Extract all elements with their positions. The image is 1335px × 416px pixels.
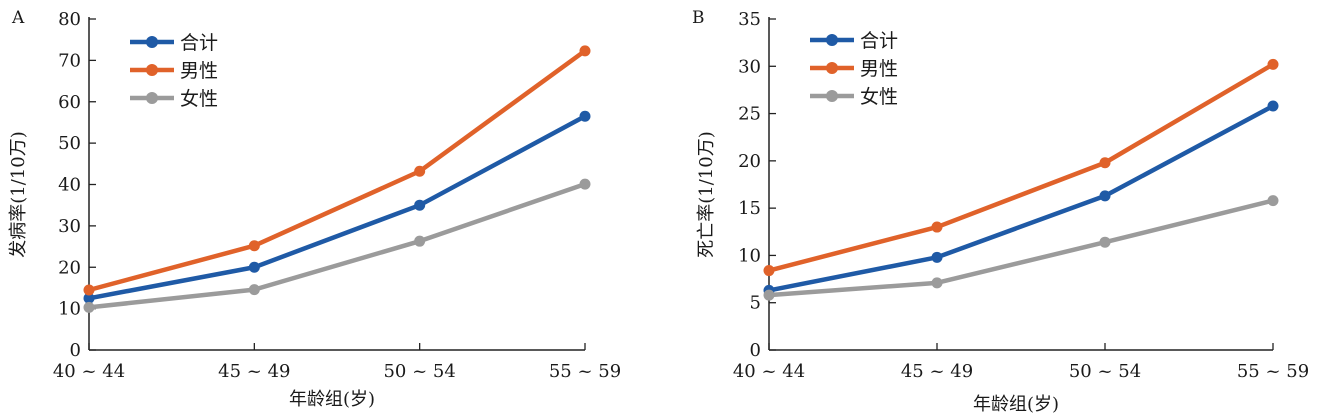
data-point — [763, 289, 775, 301]
data-point — [1099, 157, 1111, 169]
y-tick-label: 0 — [70, 340, 81, 361]
data-point — [1267, 58, 1279, 70]
data-point — [579, 45, 591, 57]
x-axis-title: 年龄组(岁) — [289, 389, 375, 410]
x-axis-title: 年龄组(岁) — [973, 394, 1059, 415]
data-point — [83, 301, 95, 313]
chart-panel-a: A 0 10 20 30 40 50 60 70 80 40 ~ 44 45 ~ 49 50 ~ 54 5… — [8, 8, 621, 410]
y-tick-label: 25 — [738, 104, 761, 125]
y-axis-title: 发病率(1/10万) — [8, 131, 29, 257]
x-tick-label: 55 ~ 59 — [549, 361, 621, 382]
series-line — [86, 48, 588, 293]
y-tick-label: 80 — [58, 9, 81, 30]
legend-swatch-marker — [826, 62, 838, 74]
data-point — [1267, 100, 1279, 112]
data-point — [248, 284, 260, 296]
legend-swatch-marker — [146, 92, 158, 104]
y-tick-label: 10 — [738, 245, 761, 266]
x-tick-label: 45 ~ 49 — [901, 361, 973, 382]
data-point — [763, 265, 775, 277]
series-line — [766, 103, 1276, 293]
legend-label: 女性 — [180, 88, 218, 110]
data-point — [931, 221, 943, 233]
data-point — [414, 199, 426, 211]
x-tick-label: 50 ~ 54 — [1069, 361, 1141, 382]
data-point — [414, 235, 426, 247]
x-tick-label: 40 ~ 44 — [53, 361, 125, 382]
data-point — [931, 251, 943, 263]
y-tick-label: 60 — [58, 92, 81, 113]
series-line — [766, 198, 1276, 298]
y-tick-label: 30 — [58, 216, 81, 237]
series-line — [86, 181, 588, 310]
y-tick-label: 35 — [738, 9, 761, 30]
legend-label: 男性 — [860, 58, 898, 80]
y-tick-label: 40 — [58, 175, 81, 196]
legend-label: 合计 — [860, 30, 898, 52]
data-point — [248, 240, 260, 252]
y-axis-title: 死亡率(1/10万) — [696, 131, 717, 257]
legend-label: 合计 — [180, 32, 218, 54]
x-tick-label: 50 ~ 54 — [383, 361, 455, 382]
data-point — [1267, 195, 1279, 207]
y-tick-label: 10 — [58, 299, 81, 320]
y-tick-label: 5 — [750, 293, 761, 314]
data-point — [248, 261, 260, 273]
data-point — [579, 178, 591, 190]
legend-swatch-marker — [826, 90, 838, 102]
legend-swatch-marker — [146, 64, 158, 76]
data-point — [83, 284, 95, 296]
series-line — [86, 113, 588, 301]
data-point — [579, 110, 591, 122]
chart-panel-b: B 0 5 10 15 20 25 30 35 40 ~ 44 45 ~ 49 50 ~ 54 55 ~… — [692, 8, 1309, 415]
y-tick-label: 50 — [58, 133, 81, 154]
panel-label: A — [11, 8, 25, 28]
panel-label: B — [692, 8, 705, 28]
y-tick-label: 30 — [738, 56, 761, 77]
y-tick-label: 20 — [738, 151, 761, 172]
y-tick-label: 70 — [58, 50, 81, 71]
data-point — [1099, 190, 1111, 202]
data-point — [1099, 236, 1111, 248]
data-point — [83, 292, 95, 304]
legend-label: 男性 — [180, 60, 218, 82]
legend-label: 女性 — [860, 86, 898, 108]
legend-swatch-marker — [826, 34, 838, 46]
y-tick-label: 20 — [58, 257, 81, 278]
x-tick-label: 45 ~ 49 — [218, 361, 290, 382]
x-tick-label: 40 ~ 44 — [733, 361, 805, 382]
y-tick-label: 15 — [738, 198, 761, 219]
x-tick-label: 55 ~ 59 — [1237, 361, 1309, 382]
series-line — [766, 62, 1276, 273]
data-point — [931, 277, 943, 289]
data-point — [414, 165, 426, 177]
y-tick-label: 0 — [750, 340, 761, 361]
legend-swatch-marker — [146, 36, 158, 48]
